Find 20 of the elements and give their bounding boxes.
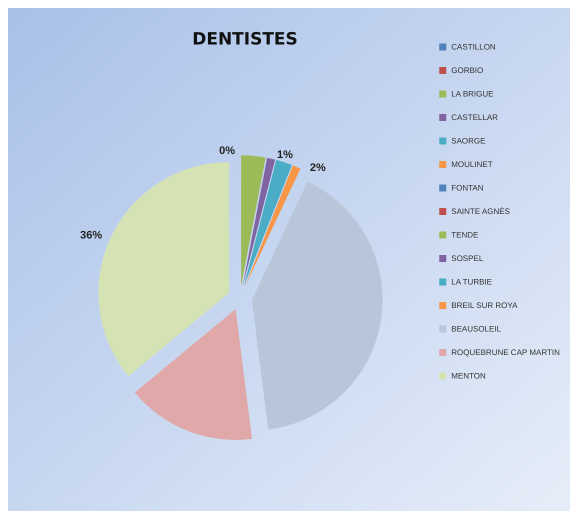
legend-label: MOULINET [451, 160, 493, 169]
legend-label: SAINTE AGNÈS [451, 207, 510, 216]
chart-title: DENTISTES [192, 30, 298, 50]
legend-label: LA TURBIE [451, 278, 492, 286]
data-label: 1% [277, 148, 294, 161]
data-label: 36% [80, 230, 102, 242]
text: 0% [219, 145, 235, 158]
legend-label: GORBIO [451, 66, 484, 75]
legend-label: BREIL SUR ROYA [451, 301, 518, 310]
legend-label: CASTELLAR [451, 113, 498, 122]
legend-label: CASTILLON [451, 42, 496, 52]
legend-label: LA BRIGUE [451, 90, 494, 98]
legend-label: FONTAN [451, 184, 484, 192]
legend-label: BEAUSOLEIL [451, 324, 502, 334]
legend-label: ROQUEBRUNE CAP MARTIN [451, 348, 560, 357]
legend-label: MENTON [451, 372, 486, 380]
legend-label: SOSPEL [451, 254, 484, 263]
data-label: 2% [310, 162, 326, 174]
legend-label: SAORGE [451, 136, 486, 146]
legend-label: TENDE [451, 230, 478, 240]
